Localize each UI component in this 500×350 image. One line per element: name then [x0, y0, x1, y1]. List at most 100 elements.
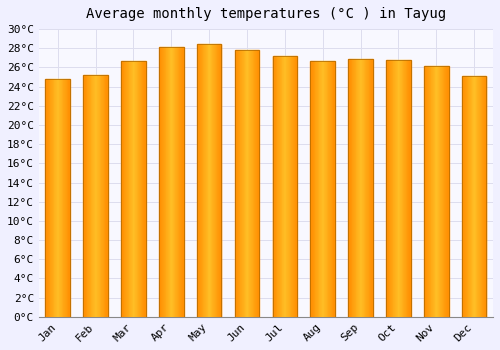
Bar	[433, 66, 434, 317]
Bar	[95, 75, 96, 317]
Bar	[485, 76, 486, 317]
Bar	[236, 50, 237, 317]
Bar	[447, 66, 448, 317]
Bar	[327, 61, 328, 317]
Bar	[288, 56, 289, 317]
Bar	[440, 66, 441, 317]
Title: Average monthly temperatures (°C ) in Tayug: Average monthly temperatures (°C ) in Ta…	[86, 7, 446, 21]
Bar	[362, 59, 363, 317]
Bar	[317, 61, 318, 317]
Bar	[68, 79, 69, 317]
Bar	[251, 50, 252, 317]
Bar	[142, 61, 144, 317]
Bar	[434, 66, 436, 317]
Bar	[358, 59, 359, 317]
Bar	[167, 47, 168, 317]
Bar	[97, 75, 98, 317]
Bar	[368, 59, 369, 317]
Bar	[123, 61, 124, 317]
Bar	[174, 47, 176, 317]
Bar	[64, 79, 65, 317]
Bar	[164, 47, 166, 317]
Bar	[367, 59, 368, 317]
Bar	[106, 75, 107, 317]
Bar	[293, 56, 294, 317]
Bar	[364, 59, 366, 317]
Bar	[218, 44, 219, 317]
Bar	[140, 61, 141, 317]
Bar	[220, 44, 222, 317]
Bar	[159, 47, 160, 317]
Bar	[247, 50, 248, 317]
Bar	[294, 56, 296, 317]
Bar	[204, 44, 205, 317]
Bar	[162, 47, 163, 317]
Bar	[349, 59, 350, 317]
Bar	[470, 76, 471, 317]
Bar	[47, 79, 48, 317]
Bar	[54, 79, 56, 317]
Bar	[321, 61, 322, 317]
Bar	[69, 79, 70, 317]
Bar	[272, 56, 274, 317]
Bar	[436, 66, 437, 317]
Bar	[386, 60, 410, 317]
Bar	[330, 61, 331, 317]
Bar	[256, 50, 257, 317]
Bar	[250, 50, 251, 317]
Bar	[98, 75, 99, 317]
Bar	[240, 50, 242, 317]
Bar	[278, 56, 279, 317]
Bar	[360, 59, 362, 317]
Bar	[285, 56, 286, 317]
Bar	[234, 50, 260, 317]
Bar	[386, 60, 387, 317]
Bar	[67, 79, 68, 317]
Bar	[239, 50, 240, 317]
Bar	[163, 47, 164, 317]
Bar	[124, 61, 125, 317]
Bar	[320, 61, 321, 317]
Bar	[50, 79, 51, 317]
Bar	[96, 75, 97, 317]
Bar	[399, 60, 400, 317]
Bar	[286, 56, 288, 317]
Bar	[242, 50, 243, 317]
Bar	[130, 61, 131, 317]
Bar	[170, 47, 172, 317]
Bar	[310, 61, 311, 317]
Bar	[292, 56, 293, 317]
Bar	[426, 66, 428, 317]
Bar	[406, 60, 408, 317]
Bar	[145, 61, 146, 317]
Bar	[326, 61, 327, 317]
Bar	[355, 59, 356, 317]
Bar	[372, 59, 373, 317]
Bar	[478, 76, 479, 317]
Bar	[352, 59, 353, 317]
Bar	[408, 60, 409, 317]
Bar	[178, 47, 180, 317]
Bar	[432, 66, 433, 317]
Bar	[397, 60, 398, 317]
Bar	[369, 59, 370, 317]
Bar	[215, 44, 216, 317]
Bar	[350, 59, 352, 317]
Bar	[122, 61, 123, 317]
Bar	[424, 66, 425, 317]
Bar	[107, 75, 108, 317]
Bar	[438, 66, 440, 317]
Bar	[62, 79, 64, 317]
Bar	[85, 75, 86, 317]
Bar	[177, 47, 178, 317]
Bar	[480, 76, 482, 317]
Bar	[84, 75, 108, 317]
Bar	[425, 66, 426, 317]
Bar	[182, 47, 183, 317]
Bar	[125, 61, 126, 317]
Bar	[238, 50, 239, 317]
Bar	[354, 59, 355, 317]
Bar	[212, 44, 214, 317]
Bar	[134, 61, 135, 317]
Bar	[387, 60, 388, 317]
